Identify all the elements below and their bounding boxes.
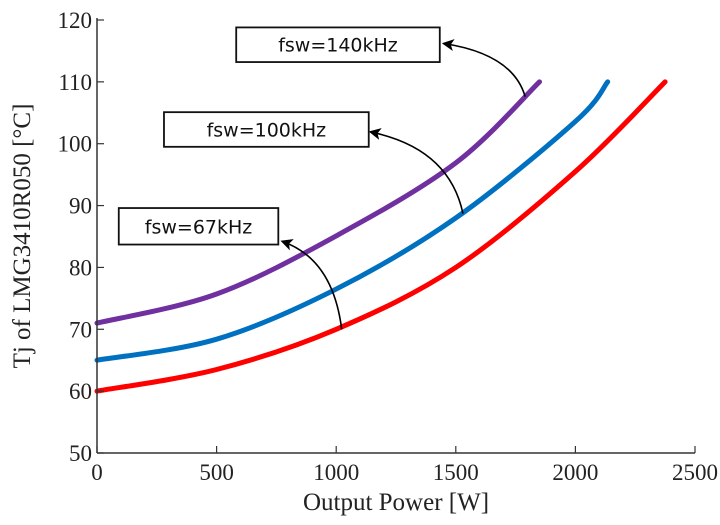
annotation-arrow xyxy=(368,128,464,214)
x-tick-label: 500 xyxy=(199,460,234,485)
y-tick-label: 90 xyxy=(69,194,92,219)
y-tick-label: 60 xyxy=(69,379,92,404)
annotation-label: fsw=67kHz xyxy=(145,216,253,238)
annotation-box xyxy=(117,207,280,246)
annotation-arrow xyxy=(280,239,343,330)
x-tick-label: 1000 xyxy=(313,460,359,485)
y-tick-label: 70 xyxy=(69,317,92,342)
series-line-1 xyxy=(94,79,611,363)
x-tick-label: 2000 xyxy=(552,460,598,485)
x-tick-label: 0 xyxy=(91,460,103,485)
curves xyxy=(94,79,668,394)
axes: 0 500 1000 1500 2000 2500 50 60 70 80 90 100 110 120 xyxy=(58,8,719,485)
y-tick-label: 110 xyxy=(58,70,92,95)
series-line-2 xyxy=(94,79,668,394)
y-tick-label: 100 xyxy=(58,132,93,157)
annotation-label: fsw=140kHz xyxy=(278,35,398,57)
y-axis-label: Tj of LMG3410R050 [°C] xyxy=(9,104,36,369)
annotation-box xyxy=(235,26,441,63)
annotation-label: fsw=100kHz xyxy=(207,119,327,141)
y-tick-label: 120 xyxy=(58,8,93,33)
x-axis-label: Output Power [W] xyxy=(303,489,489,516)
x-tick-label: 1500 xyxy=(433,460,479,485)
series-line-0 xyxy=(94,79,543,326)
x-tick-label: 2500 xyxy=(672,460,718,485)
annotation-arrow xyxy=(441,39,526,97)
y-tick-label: 80 xyxy=(69,255,92,280)
annotations: fsw=67kHz fsw=100kHz fsw=140kHz xyxy=(117,26,526,330)
annotation-box xyxy=(163,111,370,148)
y-tick-label: 50 xyxy=(69,441,92,466)
